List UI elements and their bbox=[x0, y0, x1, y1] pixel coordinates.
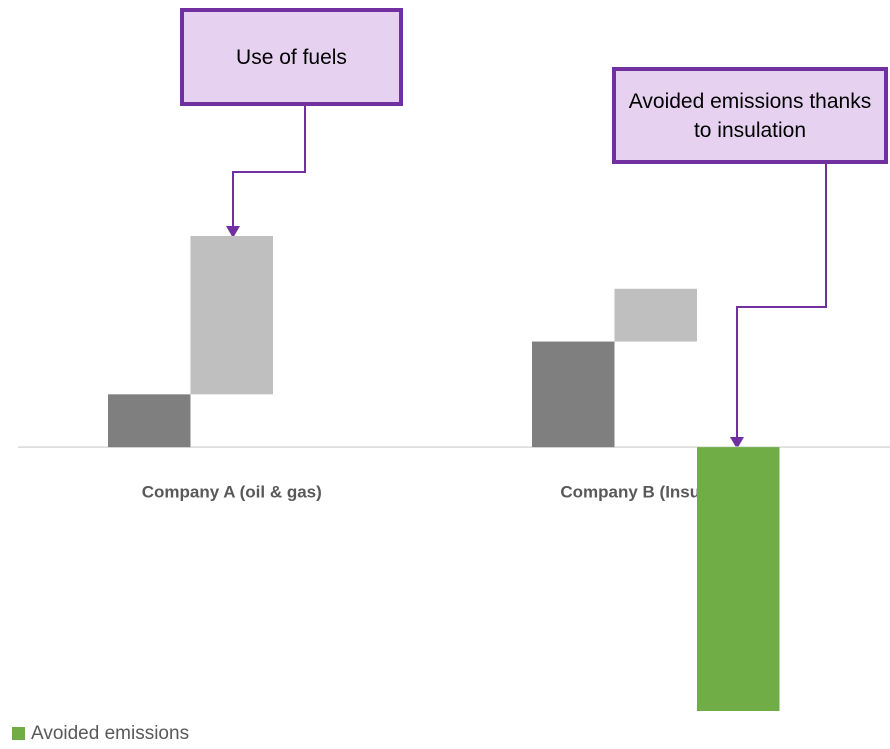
bar bbox=[190, 236, 273, 395]
arrow-head bbox=[226, 226, 240, 238]
bar bbox=[532, 341, 615, 448]
bar bbox=[108, 394, 191, 448]
arrow-head bbox=[730, 437, 744, 449]
arrow-line bbox=[232, 105, 306, 229]
callout: Use of fuels bbox=[180, 8, 403, 106]
x-tick-label: Company A (oil & gas) bbox=[142, 482, 322, 501]
legend-swatch bbox=[12, 727, 25, 740]
legend-label: Avoided emissions bbox=[31, 723, 189, 744]
callout: Avoided emissions thanks to insulation bbox=[612, 67, 888, 164]
bar bbox=[697, 447, 780, 711]
arrow-line bbox=[736, 163, 827, 440]
bar bbox=[614, 288, 697, 342]
arrows bbox=[232, 105, 827, 440]
